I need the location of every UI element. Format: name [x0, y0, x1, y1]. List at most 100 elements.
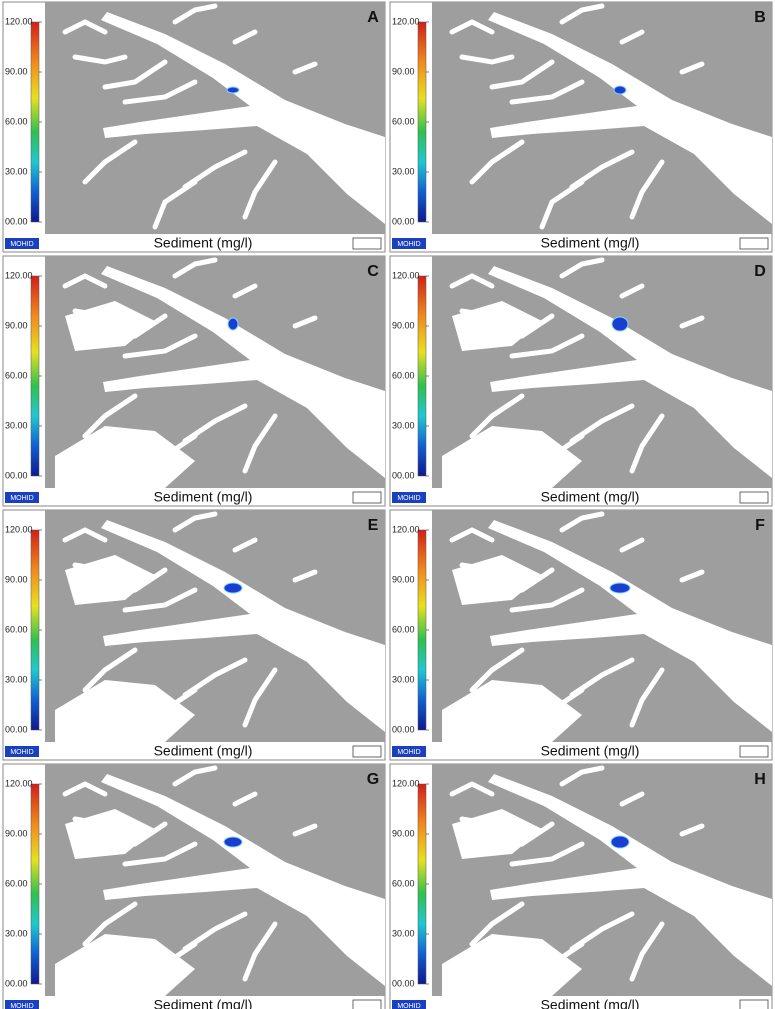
logo: MOHID — [10, 241, 33, 248]
map-channel — [72, 54, 128, 65]
map-channel — [72, 308, 128, 319]
map-water — [101, 12, 385, 224]
colorbar-label: 120.00 — [5, 16, 33, 26]
logo: MOHID — [10, 495, 33, 502]
map-channel — [679, 569, 705, 583]
map-water — [101, 266, 385, 478]
sediment-plume — [609, 582, 631, 594]
colorbar — [30, 275, 40, 477]
caption: Sediment (mg/l) — [541, 743, 640, 759]
colorbar — [30, 21, 40, 223]
map-channel — [539, 687, 585, 738]
colorbar-label: 120.00 — [392, 16, 420, 26]
map-channel — [172, 3, 218, 25]
map-channel — [72, 562, 128, 573]
colorbar-label: 120.00 — [5, 524, 33, 534]
map-water — [101, 774, 385, 986]
map: D — [432, 256, 772, 488]
map-channel — [459, 308, 515, 319]
scale-box — [739, 745, 769, 758]
scale-box — [352, 491, 382, 504]
map: B — [432, 2, 772, 234]
map-channel — [559, 3, 605, 25]
map-channel — [539, 941, 585, 992]
scale-box — [352, 745, 382, 758]
scale-box — [739, 999, 769, 1009]
sediment-plume — [226, 86, 240, 94]
map-channel — [469, 901, 525, 947]
panel: 120.00 90.00 60.00 30.00 00.00 D MOHID Sediment… — [389, 255, 773, 507]
map-channel — [62, 19, 108, 35]
map-channel — [122, 841, 198, 867]
map-channel — [469, 647, 525, 693]
colorbar-label: 60.00 — [5, 116, 28, 126]
colorbar-label: 90.00 — [392, 320, 415, 330]
panel-label: B — [754, 9, 766, 26]
map-channel — [152, 941, 198, 992]
colorbar-label: 00.00 — [5, 724, 28, 734]
colorbar-label: 00.00 — [5, 978, 28, 988]
logo: MOHID — [397, 241, 420, 248]
logo-box — [392, 238, 426, 249]
colorbar-label: 60.00 — [5, 624, 28, 634]
map-channel — [172, 765, 218, 787]
map-channel — [102, 821, 168, 852]
map-channel — [82, 901, 138, 947]
panel: 120.00 90.00 60.00 30.00 00.00 H MOHID Sediment… — [389, 763, 773, 1009]
logo: MOHID — [10, 1003, 33, 1009]
map-channel — [242, 159, 278, 220]
panel: 120.00 90.00 60.00 30.00 00.00 G MOHID Sediment… — [2, 763, 386, 1009]
map-channel — [122, 333, 198, 359]
map-channel — [62, 781, 108, 797]
map-channel — [232, 283, 258, 299]
map-channel — [559, 765, 605, 787]
map-channel — [62, 527, 108, 543]
colorbar-label: 00.00 — [392, 724, 415, 734]
map-water — [488, 266, 772, 478]
panel: 120.00 90.00 60.00 30.00 00.00 F MOHID Sediment… — [389, 509, 773, 761]
map-channel — [459, 816, 515, 827]
colorbar-label: 30.00 — [392, 166, 415, 176]
sediment-plume — [227, 317, 239, 331]
map-channel — [232, 29, 258, 45]
map-channel — [122, 79, 198, 105]
colorbar-label: 00.00 — [392, 978, 415, 988]
map: F — [432, 510, 772, 742]
colorbar-label: 00.00 — [392, 470, 415, 480]
colorbar — [417, 21, 427, 223]
map-channel — [679, 61, 705, 75]
logo-box — [5, 1000, 39, 1009]
panel-label: D — [754, 263, 766, 280]
map-channel — [629, 413, 665, 474]
caption: Sediment (mg/l) — [154, 743, 253, 759]
panel-label: A — [367, 9, 379, 26]
panel-label: F — [755, 517, 765, 534]
map-water — [488, 774, 772, 986]
colorbar — [417, 783, 427, 985]
colorbar-label: 120.00 — [5, 778, 33, 788]
sediment-plume — [223, 836, 243, 848]
colorbar-label: 120.00 — [5, 270, 33, 280]
colorbar-label: 60.00 — [392, 116, 415, 126]
map-channel — [62, 273, 108, 289]
caption: Sediment (mg/l) — [541, 235, 640, 251]
map-channel — [82, 139, 138, 185]
map-channel — [489, 821, 555, 852]
colorbar-label: 30.00 — [5, 166, 28, 176]
scale-box — [739, 237, 769, 250]
caption: Sediment (mg/l) — [154, 489, 253, 505]
map-channel — [152, 687, 198, 738]
colorbar-label: 90.00 — [392, 574, 415, 584]
map-channel — [539, 433, 585, 484]
map-channel — [509, 587, 585, 613]
colorbar-label: 30.00 — [392, 420, 415, 430]
logo-box — [392, 746, 426, 757]
map-channel — [459, 562, 515, 573]
colorbar — [417, 529, 427, 731]
colorbar-label: 30.00 — [5, 420, 28, 430]
map-channel — [102, 567, 168, 598]
colorbar-label: 00.00 — [5, 216, 28, 226]
map-channel — [292, 61, 318, 75]
map: E — [45, 510, 385, 742]
